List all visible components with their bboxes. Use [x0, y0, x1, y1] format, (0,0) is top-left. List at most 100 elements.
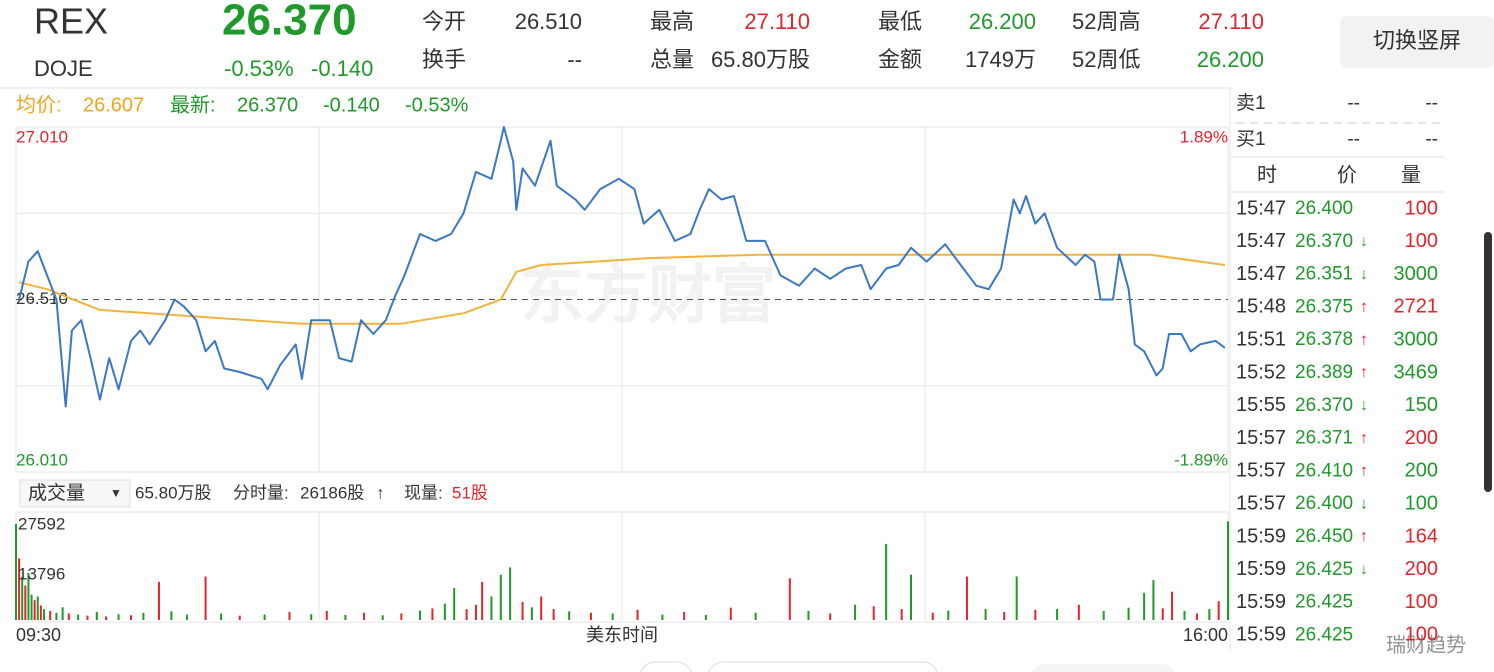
trade-volume: 3000 — [1394, 328, 1439, 350]
trade-price: 26.370 — [1295, 231, 1353, 252]
volume-bar — [1015, 576, 1018, 620]
dropdown-icon[interactable]: ▼ — [110, 486, 122, 500]
trade-volume: 100 — [1405, 492, 1438, 514]
trade-time: 15:51 — [1236, 328, 1286, 350]
stat-value: 27.110 — [1198, 9, 1264, 34]
volume-bar — [1034, 609, 1037, 620]
trade-price: 26.410 — [1295, 460, 1353, 481]
volume-bar — [36, 596, 39, 620]
volume-bar — [344, 614, 347, 620]
trade-arrow: ↑ — [1360, 331, 1368, 348]
stat-label: 换手 — [422, 47, 466, 72]
trade-volume: 3469 — [1394, 361, 1439, 383]
latest-change-pct: -0.53% — [405, 94, 469, 116]
volume-bar — [1195, 613, 1198, 620]
volume-bar — [854, 604, 857, 620]
volume-bar — [142, 612, 145, 620]
trade-price: 26.400 — [1295, 198, 1353, 219]
volume-bar — [729, 607, 732, 620]
trade-volume: 3000 — [1394, 263, 1439, 285]
volume-bar — [157, 581, 160, 620]
trade-arrow: ↑ — [1360, 463, 1368, 480]
volume-bar — [431, 608, 434, 620]
latest-price: 26.370 — [237, 94, 298, 116]
volume-bar — [288, 612, 291, 620]
volume-bar — [419, 610, 421, 620]
volume-bar — [661, 614, 664, 620]
pill[interactable] — [708, 661, 938, 672]
volume-bar — [474, 604, 477, 620]
avg-label: 均价: — [16, 93, 62, 116]
volume-bar — [807, 610, 810, 620]
indicator-selector[interactable] — [19, 479, 131, 508]
trade-price: 26.425 — [1295, 592, 1353, 613]
volume-bar — [95, 612, 98, 620]
volume-bar — [1127, 607, 1130, 620]
volume-bar — [77, 614, 80, 620]
price-line — [18, 126, 1226, 408]
trade-time: 15:52 — [1236, 361, 1286, 383]
trade-arrow: ↑ — [1360, 364, 1368, 381]
trade-time: 15:57 — [1236, 427, 1286, 449]
volume-bar — [530, 607, 533, 620]
volume-bar — [885, 543, 888, 620]
volume-bar — [129, 615, 132, 620]
trade-time: 15:59 — [1236, 525, 1286, 547]
trade-price: 26.378 — [1295, 329, 1353, 350]
change: -0.140 — [311, 56, 373, 81]
book-price: -- — [1347, 93, 1360, 114]
trade-volume: 100 — [1405, 624, 1438, 646]
trade-price: 26.389 — [1295, 362, 1353, 383]
volume-bar — [910, 574, 913, 620]
indicator-name[interactable]: 成交量 — [28, 482, 85, 504]
column-header: 价 — [1337, 164, 1357, 186]
stat-label: 52周低 — [1072, 47, 1140, 72]
change-pct: -0.53% — [224, 56, 294, 81]
volume-bar — [238, 615, 241, 620]
trade-volume: 150 — [1405, 394, 1438, 416]
trade-price: 26.450 — [1295, 526, 1353, 547]
trade-volume: 200 — [1405, 460, 1438, 482]
trade-arrow: ↓ — [1360, 266, 1368, 283]
latest-change: -0.140 — [323, 94, 380, 116]
book-side: 卖1 — [1236, 92, 1266, 114]
volume-bar — [1003, 612, 1006, 620]
trade-arrow: ↓ — [1360, 397, 1368, 414]
scrollbar[interactable] — [1484, 232, 1492, 492]
volume-bar — [18, 558, 21, 620]
button-label[interactable]: 切换竖屏 — [1373, 28, 1461, 53]
volume-bar — [117, 614, 120, 620]
volume-bar — [1171, 591, 1174, 620]
volume-bar — [27, 572, 30, 620]
toggle-button[interactable] — [1340, 16, 1494, 68]
trade-volume: 200 — [1405, 558, 1438, 580]
minute-volume: 26186股 — [300, 483, 364, 502]
stat-label: 最低 — [878, 9, 922, 34]
current-volume: 51股 — [452, 483, 488, 502]
trade-price: 26.400 — [1295, 493, 1353, 514]
volume-bar — [55, 612, 58, 620]
x-tick-label: 16:00 — [1183, 625, 1228, 645]
pill[interactable] — [1030, 664, 1176, 672]
pill[interactable] — [640, 661, 692, 672]
volume-bar — [499, 574, 502, 620]
trade-time: 15:48 — [1236, 296, 1286, 318]
watermark: 东方财富 — [520, 259, 776, 331]
minute-arrow: ↑ — [376, 483, 385, 502]
volume-bar — [443, 603, 446, 620]
volume-bar — [683, 612, 686, 620]
y-tick-label: 27.010 — [16, 127, 68, 146]
trade-time: 15:59 — [1236, 624, 1286, 646]
trade-arrow: ↓ — [1360, 233, 1368, 250]
volume-bar — [1152, 580, 1155, 620]
volume-bar — [21, 576, 24, 620]
book-volume: -- — [1425, 93, 1438, 114]
column-header: 时 — [1257, 163, 1277, 186]
trade-arrow: ↑ — [1360, 430, 1368, 447]
volume-bar — [900, 609, 903, 620]
trade-time: 15:59 — [1236, 591, 1286, 613]
trade-arrow: ↑ — [1360, 299, 1368, 316]
symbol: REX — [34, 1, 108, 42]
volume-bar — [965, 576, 968, 620]
trade-time: 15:47 — [1236, 197, 1286, 219]
